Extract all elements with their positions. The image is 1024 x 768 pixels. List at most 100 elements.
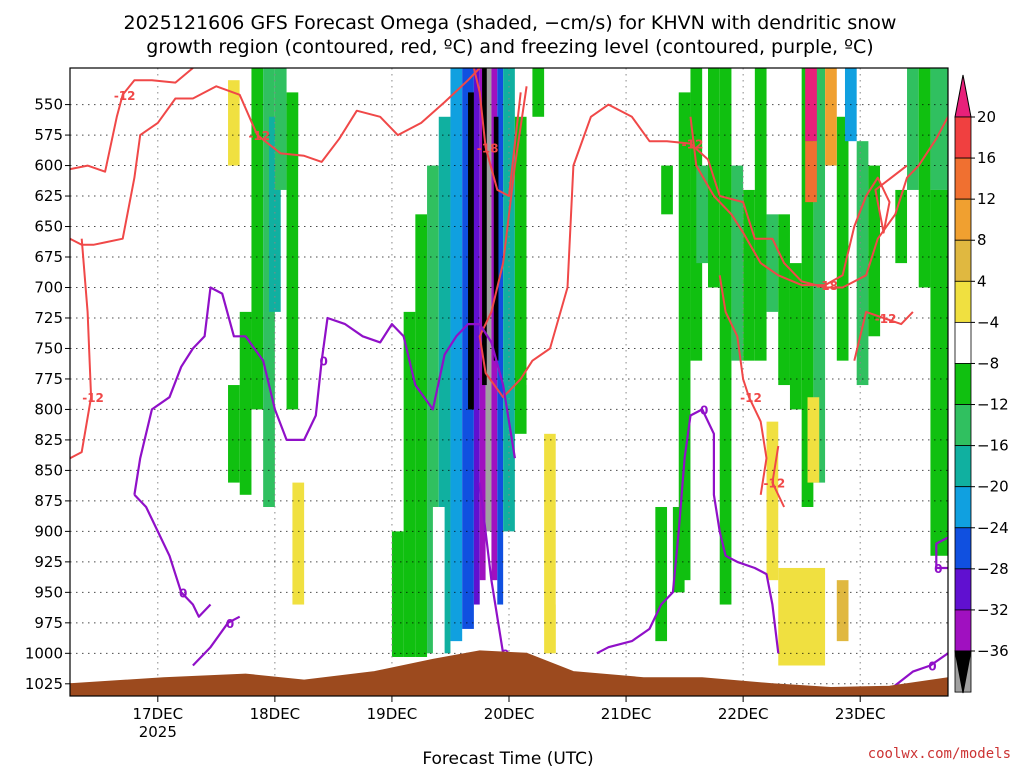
omega-cell-29 [503, 68, 515, 532]
omega-cell-21 [438, 116, 451, 654]
colorbar-swatch-12 [954, 568, 972, 611]
dgz-contour-label-4: -18 [477, 141, 499, 155]
omega-cell-44 [678, 92, 691, 581]
omega-cell-8 [269, 116, 281, 312]
x-axis-title: Forecast Time (UTC) [422, 749, 593, 768]
x-tick-label-6: 23DEC [835, 705, 886, 723]
gridlines [70, 68, 948, 696]
colorbar-swatch-7 [954, 363, 972, 405]
freezing-contour-label-4: 0 [700, 403, 708, 417]
colorbar-swatch-9 [954, 445, 972, 488]
dgz-contour-label-0: -12 [114, 89, 136, 103]
omega-cell-40 [590, 68, 603, 117]
dgz-contour-label-2: -12 [82, 391, 104, 405]
omega-cell-26 [485, 68, 492, 532]
omega-cell-11 [298, 165, 310, 459]
omega-cell-63 [895, 189, 908, 264]
omega-cell-30 [514, 116, 527, 434]
colorbar-swatch-2 [954, 157, 972, 200]
omega-cell-62 [880, 68, 892, 288]
freezing-contour-label-6: 0 [934, 562, 942, 576]
freezing-contour-label-5: 0 [928, 660, 936, 674]
colorbar-swatch-11 [954, 527, 972, 570]
omega-cell-41 [655, 506, 668, 642]
omega-cell-49 [731, 165, 744, 361]
colorbar-swatch-6 [954, 321, 972, 364]
x-tick-label-0: 17DEC [133, 705, 184, 723]
colorbar: 20 16 12 8 4 −4 −8 −12 −16 −20 −24 −28 −32 −36 [954, 74, 1009, 694]
freezing-contour-label-1: 0 [179, 586, 187, 600]
dgz-contour-label-8: -12 [875, 312, 897, 326]
omega-cell-76 [807, 397, 820, 483]
dgz-contour-line-8 [853, 310, 914, 361]
omega-cell-14 [356, 92, 369, 215]
freezing-contour-label-0: 0 [320, 355, 328, 369]
colorbar-label-1: 16 [977, 149, 996, 167]
dgz-contour-line-6 [718, 275, 768, 495]
y-tick-label-10: 800 [34, 400, 63, 418]
omega-cell-19 [415, 214, 428, 657]
omega-cell-18 [403, 311, 416, 657]
y-tick-label-18: 1000 [25, 644, 63, 662]
omega-cell-12 [315, 360, 328, 483]
x-tick-sublabel-0: 2025 [139, 723, 177, 741]
y-tick-label-17: 975 [34, 614, 63, 632]
y-tick-label-8: 750 [34, 339, 63, 357]
omega-cell-2 [210, 116, 223, 215]
omega-cell-64 [907, 68, 919, 190]
omega-cell-38 [555, 385, 568, 605]
omega-cell-52 [766, 214, 779, 312]
omega-cell-16 [239, 311, 252, 495]
omega-cell-6 [251, 68, 264, 410]
colorbar-label-6: −8 [977, 354, 999, 372]
omega-cell-56 [813, 68, 826, 483]
colorbar-label-10: −24 [977, 519, 1009, 537]
omega-cell-50 [743, 189, 755, 361]
omega-cell-66 [930, 68, 948, 190]
dgz-contour-line-4 [472, 68, 522, 197]
y-tick-label-3: 625 [34, 187, 63, 205]
omega-cell-34 [493, 116, 499, 361]
y-tick-label-13: 875 [34, 492, 63, 510]
omega-cell-28 [497, 68, 504, 605]
omega-cell-5 [239, 68, 252, 288]
y-tick-label-1: 575 [34, 126, 63, 144]
colorbar-swatch-13 [954, 609, 972, 652]
omega-cell-75 [836, 580, 849, 642]
colorbar-label-7: −12 [977, 396, 1009, 414]
colorbar-swatch-4 [954, 239, 972, 282]
colorbar-label-12: −32 [977, 601, 1009, 619]
colorbar-label-2: 12 [977, 190, 996, 208]
dendritic-growth-contours: -12 -12 -12 -12 -18 -18 -12 -12 -12 [70, 68, 948, 508]
terrain-fill [70, 650, 948, 696]
x-tick-label-5: 22DEC [718, 705, 769, 723]
x-tick-label-1: 18DEC [250, 705, 301, 723]
omega-cell-54 [789, 263, 802, 410]
dgz-contour-line-1 [70, 68, 481, 246]
omega-cell-68 [805, 68, 817, 142]
y-tick-label-12: 850 [34, 461, 63, 479]
omega-cell-32 [468, 92, 474, 410]
dgz-contour-line-7 [771, 445, 786, 508]
omega-cell-4 [228, 80, 240, 166]
freezing-contour-label-2: 0 [226, 617, 234, 631]
omega-cell-67 [930, 189, 948, 556]
dgz-contour-line-3 [478, 86, 948, 399]
omega-cell-17 [391, 531, 404, 657]
x-tick-label-3: 20DEC [484, 705, 535, 723]
freezing-contour-line-5 [888, 652, 948, 691]
dgz-contour-label-7: -12 [764, 477, 786, 491]
omega-cell-24 [473, 68, 480, 605]
omega-cell-48 [719, 68, 732, 605]
omega-cell-42 [661, 165, 673, 215]
dgz-contour-line-5 [689, 116, 908, 287]
colorbar-label-9: −20 [977, 478, 1009, 496]
omega-cell-71 [532, 68, 545, 117]
omega-cell-70 [825, 68, 837, 166]
colorbar-label-13: −36 [977, 642, 1009, 660]
omega-cell-36 [532, 385, 545, 654]
y-tick-label-14: 900 [34, 522, 63, 540]
colorbar-swatch-3 [954, 198, 972, 241]
omega-cell-10 [286, 92, 299, 410]
